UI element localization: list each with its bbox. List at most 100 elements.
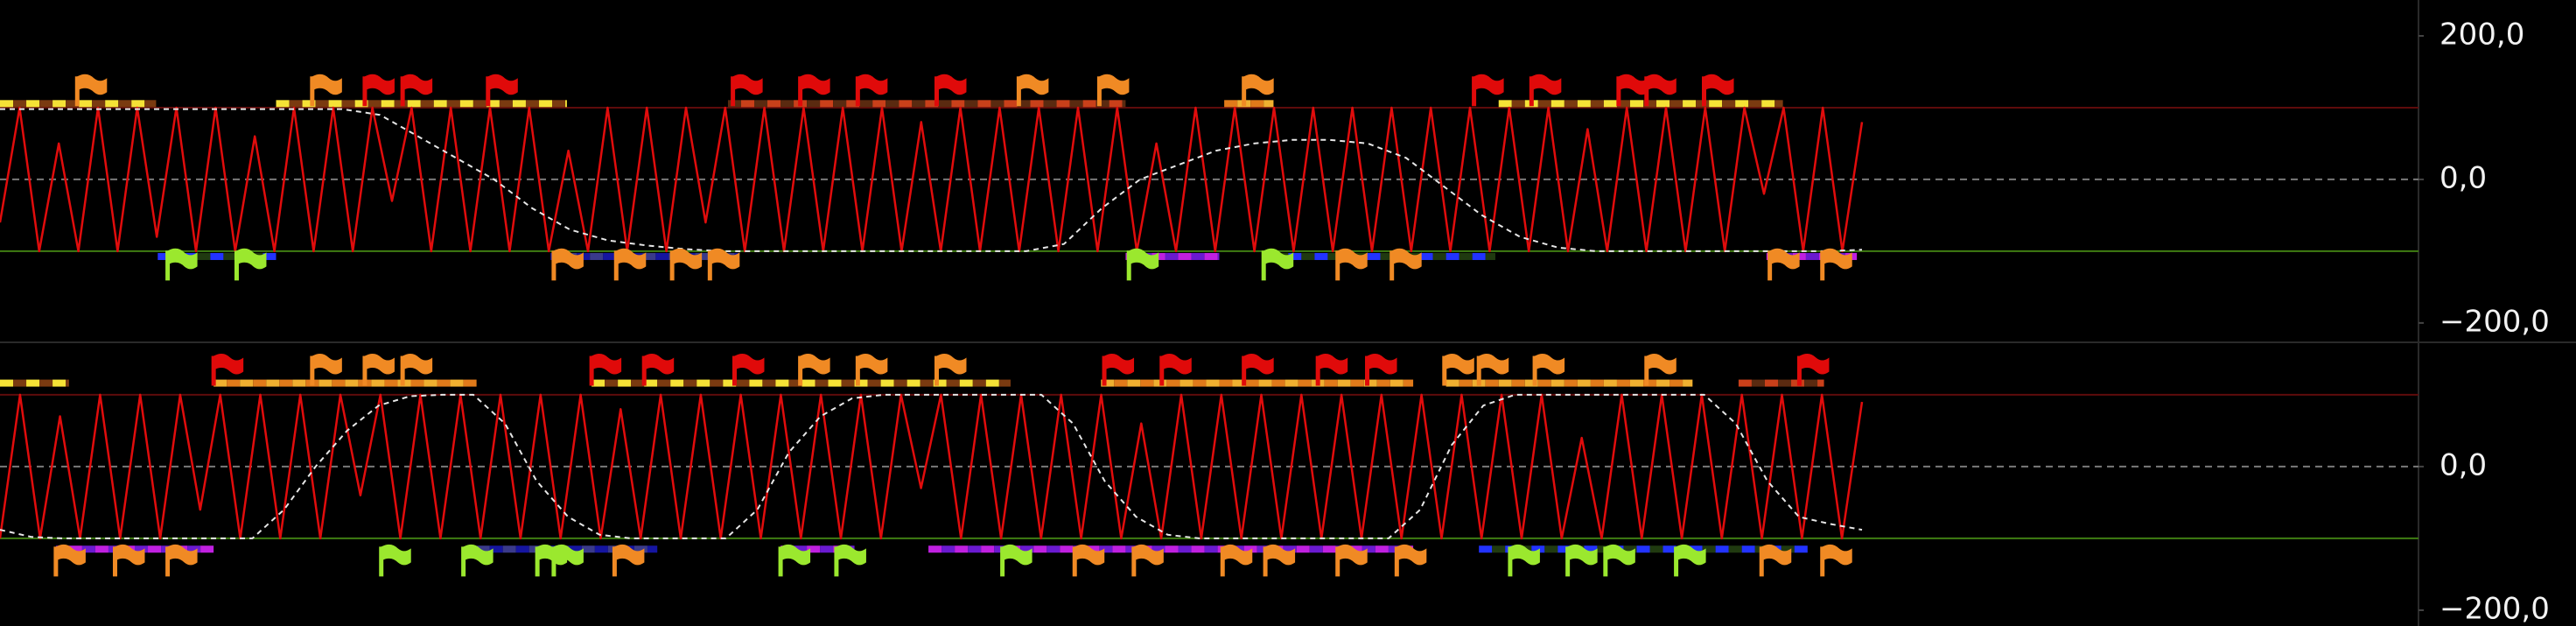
signal-strip (990, 100, 1004, 108)
signal-strip (972, 379, 986, 387)
signal-strip (1485, 252, 1495, 260)
signal-strip (1245, 379, 1259, 387)
signal-strip (515, 545, 529, 553)
signal-strip (1296, 545, 1310, 553)
signal-strip (828, 379, 842, 387)
signal-strip (1082, 100, 1096, 108)
signal-strip (1096, 100, 1110, 108)
flag (1018, 74, 1049, 95)
signal-strip (683, 379, 697, 387)
signal-strip (820, 100, 834, 108)
signal-strip (292, 379, 306, 387)
signal-strip (52, 379, 66, 387)
signal-strip (1375, 545, 1389, 553)
signal-strip (762, 379, 776, 387)
flag (1222, 544, 1253, 566)
flag (553, 248, 584, 270)
flag (1535, 353, 1565, 375)
signal-strip (223, 252, 237, 260)
flag (1474, 74, 1504, 95)
signal-strip (1715, 545, 1729, 553)
signal-strip (1217, 252, 1220, 260)
signal-strip (1524, 379, 1538, 387)
signal-strip (1127, 379, 1141, 387)
flag (1337, 248, 1368, 270)
signal-strip (1298, 379, 1312, 387)
signal-strip (928, 545, 942, 553)
signal-strip (1511, 379, 1525, 387)
flag (936, 74, 967, 95)
signal-strip (1322, 545, 1336, 553)
signal-strip (642, 252, 656, 260)
flag (1567, 544, 1598, 566)
signal-strip (634, 545, 648, 553)
signal-strip (1004, 100, 1018, 108)
signal-strip (1761, 100, 1775, 108)
flag (734, 353, 765, 375)
signal-strip (1577, 379, 1591, 387)
signal-strip (240, 379, 254, 387)
signal-strip (1643, 379, 1657, 387)
signal-strip (899, 100, 913, 108)
signal-strip (964, 100, 978, 108)
signal-strip (1046, 545, 1060, 553)
flag (167, 248, 198, 270)
signal-strip (1099, 545, 1113, 553)
signal-strip (0, 379, 14, 387)
signal-strip (1204, 252, 1218, 260)
flag (732, 74, 763, 95)
signal-strip (938, 100, 952, 108)
signal-strip (807, 545, 821, 553)
signal-strip (302, 100, 316, 108)
signal-strip (187, 545, 201, 553)
signal-strip (94, 545, 108, 553)
signal-strip (880, 379, 894, 387)
signal-line (0, 108, 1863, 252)
signal-strip (39, 100, 53, 108)
flag (1605, 544, 1635, 566)
signal-strip (512, 100, 526, 108)
signal-strip (410, 379, 424, 387)
signal-strip (854, 379, 868, 387)
signal-strip (942, 545, 956, 553)
signal-strip (655, 252, 669, 260)
signal-strip (1683, 100, 1697, 108)
signal-strip (1193, 379, 1207, 387)
flag (1509, 544, 1540, 566)
signal-strip (1550, 379, 1564, 387)
signal-strip (1327, 252, 1341, 260)
signal-strip (920, 379, 934, 387)
signal-strip (833, 100, 847, 108)
signal-strip (1781, 545, 1795, 553)
signal-strip (332, 379, 346, 387)
flag (1646, 353, 1676, 375)
signal-strip (657, 379, 671, 387)
flag (1074, 544, 1105, 566)
flag (1761, 544, 1792, 566)
signal-strip (227, 379, 241, 387)
signal-strip (26, 100, 40, 108)
flag (1129, 248, 1159, 270)
signal-strip (723, 379, 737, 387)
signal-strip (276, 100, 290, 108)
signal-strip (1590, 100, 1604, 108)
signal-strip (710, 379, 724, 387)
signal-strip (279, 379, 293, 387)
signal-strip (1122, 100, 1126, 108)
signal-strip (1403, 379, 1414, 387)
signal-strip (1584, 545, 1598, 553)
y-tick-label: −200,0 (2440, 304, 2550, 339)
signal-strip (1550, 100, 1564, 108)
signal-strip (592, 379, 606, 387)
signal-strip (767, 100, 781, 108)
signal-strip (977, 100, 991, 108)
flag (77, 74, 108, 95)
signal-strip (846, 100, 860, 108)
signal-strip (1511, 100, 1525, 108)
signal-strip (1165, 252, 1179, 260)
flag (214, 353, 244, 375)
flag (364, 74, 395, 95)
flag (463, 544, 494, 566)
signal-strip (118, 100, 132, 108)
signal-strip (1616, 379, 1630, 387)
